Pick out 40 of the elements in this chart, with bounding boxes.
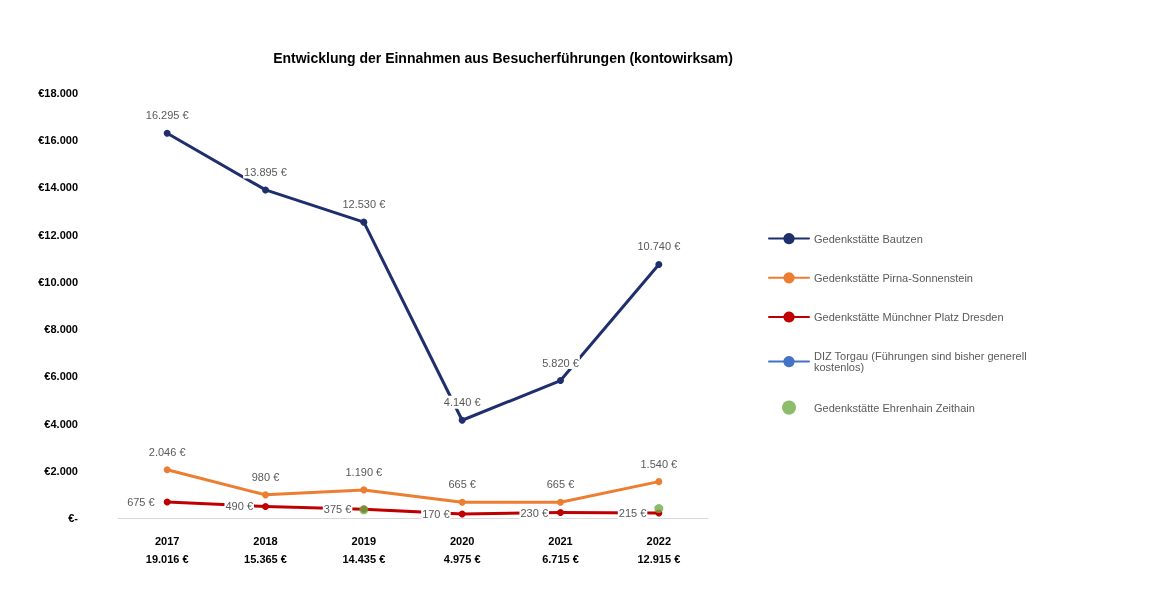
x-tick-label: 2018 15.365 € xyxy=(244,535,287,565)
data-label: 2.046 € xyxy=(148,445,186,458)
data-label: 12.530 € xyxy=(342,198,386,211)
legend-label: Gedenkstätte Münchner Platz Dresden xyxy=(814,311,1004,323)
y-tick-label: €- xyxy=(68,512,79,524)
y-tick-label: €18.000 xyxy=(38,87,78,99)
data-label: 230 € xyxy=(520,506,548,519)
y-tick-label: €6.000 xyxy=(44,370,78,383)
legend-label: Gedenkstätte Bautzen xyxy=(814,232,923,245)
y-tick-label: €14.000 xyxy=(38,181,78,194)
data-label: 215 € xyxy=(618,506,647,519)
data-label: 10.740 € xyxy=(637,240,681,253)
y-tick-label: €2.000 xyxy=(44,464,78,477)
x-tick-label: 2017 19.016 € xyxy=(145,535,189,565)
data-label: 980 € xyxy=(251,470,280,483)
y-tick-label: €10.000 xyxy=(38,275,78,288)
data-label: 665 € xyxy=(448,478,476,491)
y-tick-label: €8.000 xyxy=(44,323,78,336)
legend-label: Gedenkstätte Ehrenhain Zeithain xyxy=(814,401,975,414)
y-tick-label: €12.000 xyxy=(38,228,78,241)
data-label: 675 € xyxy=(127,496,155,509)
x-tick-label: 2021 6.715 € xyxy=(542,535,579,565)
legend-label: DIZ Torgau (Führungen sind bisher generell kostenlos) xyxy=(814,350,1030,374)
data-label: 490 € xyxy=(225,500,253,513)
legend-label: Gedenkstätte Pirna-Sonnenstein xyxy=(814,271,973,284)
x-tick-label: 2019 14.435 € xyxy=(342,535,386,565)
data-label: 1.540 € xyxy=(640,457,678,470)
data-label: 375 € xyxy=(323,503,352,516)
y-tick-label: €4.000 xyxy=(44,417,78,430)
x-tick-label: 2020 4.975 € xyxy=(443,535,481,565)
data-label: 4.140 € xyxy=(443,396,481,409)
chart-title: Entwicklung der Einnahmen aus Besucherführungen (kontowirksam) xyxy=(273,50,733,66)
data-label: 13.895 € xyxy=(244,165,287,178)
data-label: 665 € xyxy=(546,478,575,491)
data-label: 16.295 € xyxy=(145,109,189,122)
data-label: 170 € xyxy=(422,507,450,520)
data-label: 1.190 € xyxy=(345,465,383,478)
data-label: 5.820 € xyxy=(542,356,579,369)
x-tick-label: 2022 12.915 € xyxy=(637,535,681,565)
y-tick-label: €16.000 xyxy=(38,134,78,147)
